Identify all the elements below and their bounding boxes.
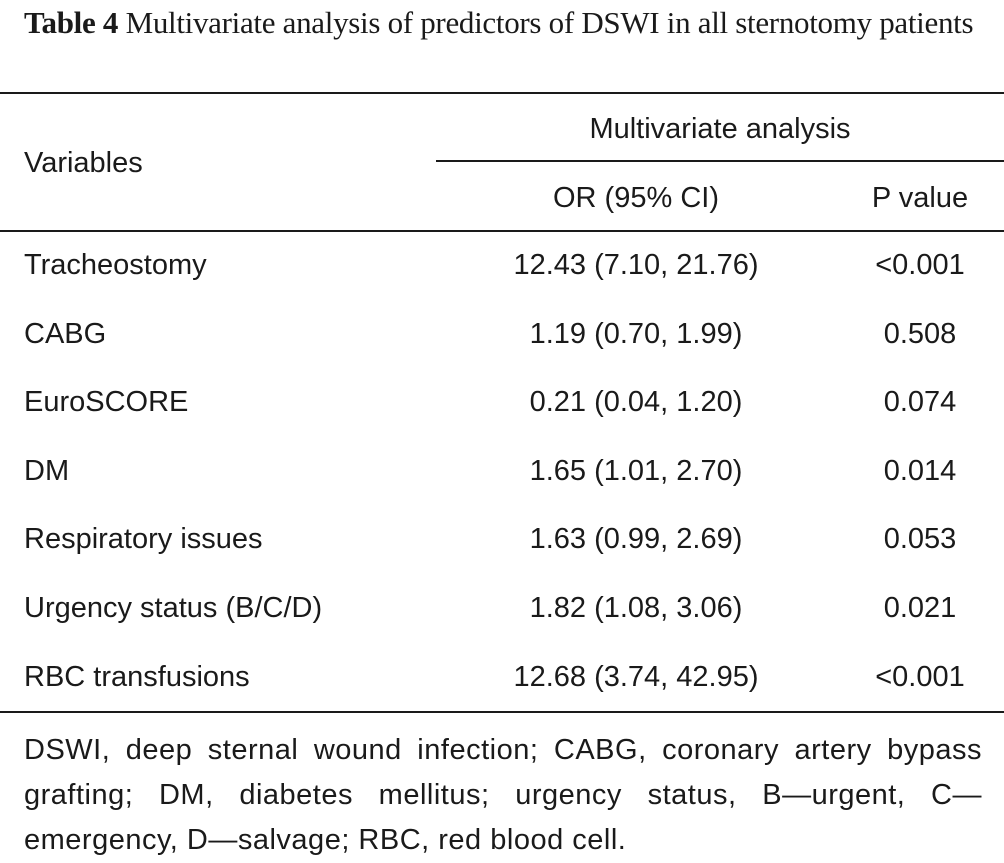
row-p-value: 0.021 (883, 592, 957, 624)
table-footnote: DSWI, deep sternal wound infection; CABG… (24, 734, 982, 856)
table-label: Table 4 (24, 5, 119, 40)
group-rule (436, 160, 1004, 162)
header-multivariate-analysis: Multivariate analysis (589, 113, 851, 145)
header-variables: Variables (24, 147, 143, 179)
row-variable: DM (24, 455, 70, 487)
row-or: 1.63 (0.99, 2.69) (529, 523, 743, 555)
row-p-value: <0.001 (875, 249, 965, 281)
row-p-value: 0.053 (883, 523, 957, 555)
table-title: Multivariate analysis of predictors of D… (125, 5, 974, 40)
row-or: 12.68 (3.74, 42.95) (513, 661, 759, 693)
row-variable: EuroSCORE (24, 386, 189, 418)
header-p-value: P value (871, 182, 969, 214)
row-p-value: 0.014 (883, 455, 957, 487)
row-variable: Tracheostomy (24, 249, 207, 281)
row-or: 1.19 (0.70, 1.99) (529, 318, 743, 350)
header-rule (0, 230, 1004, 232)
top-rule (0, 92, 1004, 94)
row-p-value: 0.508 (883, 318, 957, 350)
row-or: 1.65 (1.01, 2.70) (529, 455, 743, 487)
row-or: 0.21 (0.04, 1.20) (529, 386, 743, 418)
table-caption: Table 4 Multivariate analysis of predict… (24, 0, 994, 45)
header-or: OR (95% CI) (553, 182, 719, 214)
row-p-value: <0.001 (875, 661, 965, 693)
row-p-value: 0.074 (883, 386, 957, 418)
row-variable: Urgency status (B/C/D) (24, 592, 323, 624)
bottom-rule (0, 711, 1004, 713)
row-variable: CABG (24, 318, 107, 350)
row-variable: Respiratory issues (24, 523, 263, 555)
row-or: 1.82 (1.08, 3.06) (529, 592, 743, 624)
row-variable: RBC transfusions (24, 661, 250, 693)
row-or: 12.43 (7.10, 21.76) (513, 249, 759, 281)
